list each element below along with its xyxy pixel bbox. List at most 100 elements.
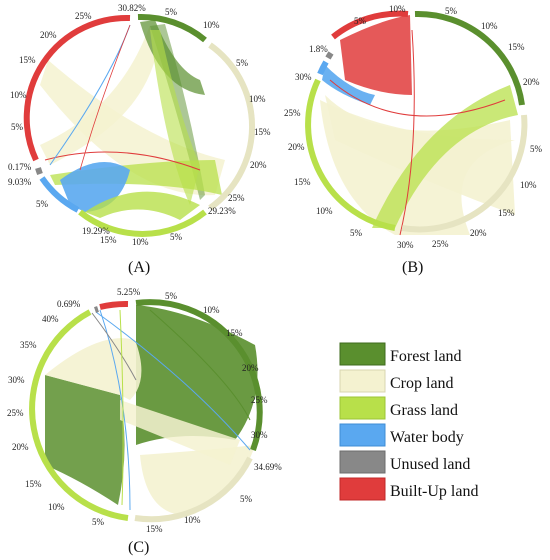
ribbon-forest-forest-c <box>136 305 258 445</box>
panel-label: (A) <box>128 259 150 276</box>
tick-label: 15% <box>508 42 525 52</box>
tick-label: 10% <box>10 90 27 100</box>
tick-label: 30% <box>251 430 268 440</box>
tick-label: 10% <box>249 94 266 104</box>
arc-water-b <box>317 60 329 76</box>
legend-label: Crop land <box>390 375 454 392</box>
ribbon-builtup-line <box>44 151 201 171</box>
chord-panel-b: 1.8% 30% 10% 5% 10% 15% 20% 5% 10% 15% 2… <box>284 4 543 276</box>
tick-label: 5% <box>240 494 253 504</box>
tick-label: 5% <box>165 7 178 17</box>
total-label: 19.29% <box>82 226 110 236</box>
tick-label: 25% <box>432 239 449 249</box>
tick-label: 15% <box>19 55 36 65</box>
total-label: 1.8% <box>309 44 328 54</box>
total-label: 30.82% <box>118 3 146 13</box>
tick-label: 15% <box>146 524 163 534</box>
ribbon-lines-c2 <box>95 311 251 451</box>
tick-label: 25% <box>228 193 245 203</box>
tick-label: 5% <box>445 6 458 16</box>
arc-forest-c <box>135 299 263 452</box>
tick-label: 5% <box>170 232 183 242</box>
tick-label: 20% <box>250 160 267 170</box>
tick-label: 25% <box>251 395 268 405</box>
total-label: 29.23% <box>208 206 236 216</box>
arc-water-a <box>39 176 80 213</box>
legend-label: Unused land <box>390 456 470 473</box>
tick-label: 10% <box>48 502 65 512</box>
legend-label: Forest land <box>390 348 462 365</box>
tick-label: 10% <box>203 20 220 30</box>
chord-panel-c: 5.25% 0.69% 34.69% 5% 10% 15% 20% 25% 30… <box>7 287 282 556</box>
tick-label: 15% <box>25 479 42 489</box>
tick-label: 10% <box>389 4 406 14</box>
tick-label: 5% <box>165 291 178 301</box>
tick-label: 40% <box>42 314 59 324</box>
legend-item-unused: Unused land <box>339 450 470 474</box>
tick-label: 10% <box>184 515 201 525</box>
tick-label: 20% <box>470 228 487 238</box>
tick-label: 10% <box>132 237 149 247</box>
tick-label: 20% <box>523 77 540 87</box>
total-label: 9.03% <box>8 177 32 187</box>
tick-label: 20% <box>288 142 305 152</box>
arc-crop-c <box>134 456 253 523</box>
panel-label: (C) <box>128 539 149 556</box>
arc-grass-b <box>305 78 396 231</box>
ribbon-built-lines-b <box>329 79 506 117</box>
tick-label: 25% <box>75 11 92 21</box>
tick-label: 30% <box>8 375 25 385</box>
ribbon-built-lines-b2 <box>399 29 415 236</box>
ribbon-built-line-2 <box>79 24 131 171</box>
tick-label: 20% <box>12 442 29 452</box>
tick-label: 15% <box>100 235 117 245</box>
tick-label: 15% <box>498 208 515 218</box>
arc-builtup-c <box>99 300 129 310</box>
ribbon-grass-crop-2 <box>150 30 200 205</box>
panel-label: (B) <box>402 259 423 276</box>
legend-label: Built-Up land <box>390 483 478 500</box>
tick-label: 15% <box>294 177 311 187</box>
tick-label: 5% <box>350 228 363 238</box>
total-label: 0.17% <box>8 162 32 172</box>
tick-label: 20% <box>242 363 259 373</box>
arc-unused-b <box>325 51 334 60</box>
legend-item-grass: Grass land <box>339 396 458 420</box>
legend-swatch <box>339 477 386 501</box>
tick-label: 5% <box>92 517 105 527</box>
ribbon-grass-crop-b <box>372 85 518 228</box>
tick-label: 25% <box>284 108 301 118</box>
arc-forest-a <box>137 13 207 43</box>
arc-builtup-b <box>331 10 409 40</box>
tick-label: 5% <box>11 122 24 132</box>
chord-panel-a: 30.82% 29.23% 19.29% 9.03% 0.17% 5% 10% … <box>8 3 271 276</box>
arc-forest-b <box>414 10 525 106</box>
ribbon-crop-forest-c <box>120 400 240 465</box>
total-label: 0.69% <box>57 299 81 309</box>
arc-unused-c <box>94 306 99 313</box>
legend-swatch <box>339 423 386 447</box>
tick-label: 10% <box>203 305 220 315</box>
ribbon-crop-c <box>45 338 142 400</box>
ribbon-water-b <box>322 65 375 105</box>
legend-swatch <box>339 369 386 393</box>
tick-label: 25% <box>7 408 24 418</box>
total-label: 5.25% <box>117 287 141 297</box>
tick-label: 35% <box>20 340 37 350</box>
arc-unused-a <box>35 167 43 176</box>
tick-label: 5% <box>530 144 543 154</box>
tick-label: 30% <box>295 72 312 82</box>
tick-label: 10% <box>316 206 333 216</box>
arc-grass-a <box>78 209 207 237</box>
legend-item-builtup: Built-Up land <box>339 477 478 501</box>
tick-label: 5% <box>236 58 249 68</box>
legend-swatch <box>339 396 386 420</box>
tick-label: 10% <box>481 21 498 31</box>
ribbon-builtup-b <box>340 15 412 95</box>
tick-label: 5% <box>354 16 367 26</box>
ribbon-lines-c3 <box>91 312 137 381</box>
legend-label: Grass land <box>390 402 458 419</box>
ribbon-grass-forest-c <box>45 375 125 505</box>
legend-label: Water body <box>390 429 464 446</box>
